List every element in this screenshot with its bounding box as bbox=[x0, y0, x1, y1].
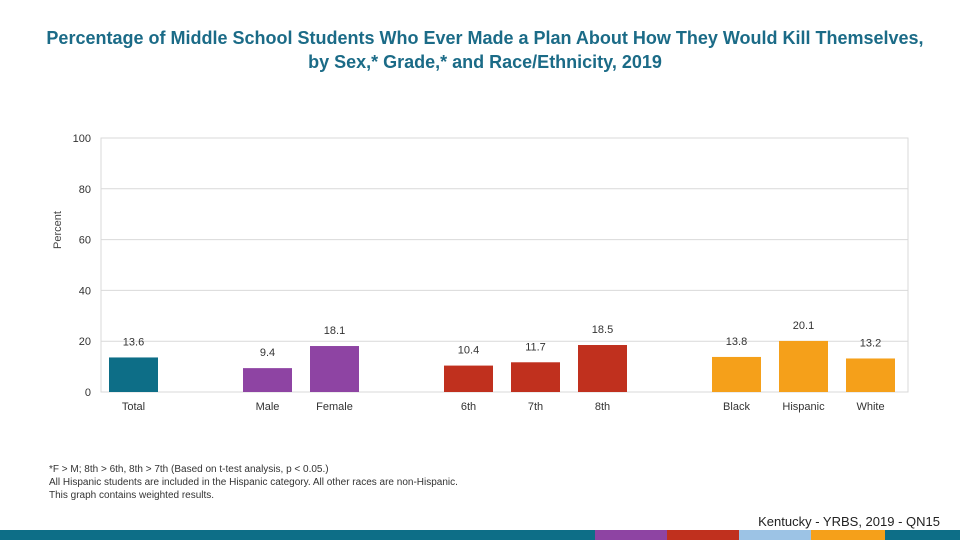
y-tick-label: 0 bbox=[85, 387, 91, 399]
y-tick-label: 80 bbox=[79, 184, 91, 196]
value-label: 9.4 bbox=[260, 347, 275, 359]
bar-8th bbox=[578, 345, 627, 392]
footnote-hispanic: All Hispanic students are included in th… bbox=[49, 477, 458, 488]
chart-title: Percentage of Middle School Students Who… bbox=[46, 28, 924, 72]
value-label: 11.7 bbox=[525, 341, 546, 353]
bar-male bbox=[243, 368, 292, 392]
bar-white bbox=[846, 358, 895, 392]
value-label: 13.8 bbox=[726, 336, 747, 348]
value-labels: 13.6 9.4 18.1 10.4 11.7 18.5 13.8 20.1 13.2 bbox=[123, 320, 881, 359]
y-axis-label: Percent bbox=[52, 211, 64, 249]
y-axis-ticks: 0 20 40 60 80 100 bbox=[73, 133, 91, 399]
category-label: White bbox=[856, 401, 884, 413]
category-label: Female bbox=[316, 401, 353, 413]
bar-6th bbox=[444, 365, 493, 392]
category-label: 8th bbox=[595, 401, 610, 413]
y-tick-label: 100 bbox=[73, 133, 91, 145]
category-label: Hispanic bbox=[782, 401, 825, 413]
bottom-bar-segment bbox=[811, 530, 885, 540]
value-label: 18.1 bbox=[324, 325, 345, 337]
source-label: Kentucky - YRBS, 2019 - QN15 bbox=[758, 514, 940, 529]
value-label: 13.2 bbox=[860, 337, 881, 349]
value-label: 20.1 bbox=[793, 320, 814, 332]
bar-hispanic bbox=[779, 340, 828, 392]
gridlines bbox=[100, 137, 909, 393]
category-label: 7th bbox=[528, 401, 543, 413]
footnote-significance: *F > M; 8th > 6th, 8th > 7th (Based on t… bbox=[49, 464, 329, 475]
bottom-bar-segment bbox=[739, 530, 811, 540]
footnote-weighted: This graph contains weighted results. bbox=[49, 490, 215, 501]
bar-female bbox=[310, 346, 359, 392]
bar-7th bbox=[511, 362, 560, 392]
y-tick-label: 60 bbox=[79, 235, 91, 247]
bar-total bbox=[109, 357, 158, 392]
category-label: Total bbox=[122, 401, 145, 413]
category-label: Black bbox=[723, 401, 750, 413]
value-label: 13.6 bbox=[123, 336, 144, 348]
value-label: 10.4 bbox=[458, 345, 479, 357]
y-tick-label: 40 bbox=[79, 285, 91, 297]
footnotes: *F > M; 8th > 6th, 8th > 7th (Based on t… bbox=[49, 463, 458, 502]
category-label: 6th bbox=[461, 401, 476, 413]
category-label: Male bbox=[256, 401, 280, 413]
category-labels: Total Male Female 6th 7th 8th Black Hispanic Whi… bbox=[122, 401, 885, 413]
bars bbox=[109, 340, 895, 392]
bottom-color-bar bbox=[0, 530, 960, 540]
bar-black bbox=[712, 356, 761, 392]
bottom-bar-segment bbox=[885, 530, 960, 540]
bottom-bar-segment bbox=[667, 530, 739, 540]
y-tick-label: 20 bbox=[79, 336, 91, 348]
bottom-bar-segment bbox=[595, 530, 667, 540]
bottom-bar-segment bbox=[0, 530, 595, 540]
value-label: 18.5 bbox=[592, 324, 613, 336]
